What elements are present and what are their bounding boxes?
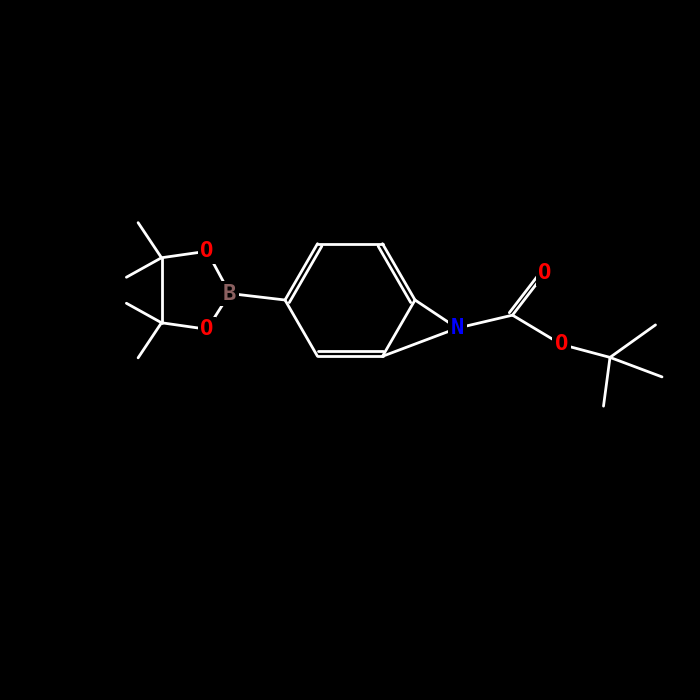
Text: N: N — [451, 318, 464, 338]
Text: O: O — [538, 263, 552, 283]
Text: O: O — [200, 241, 214, 261]
Text: O: O — [200, 319, 214, 339]
Text: O: O — [554, 335, 568, 354]
Text: B: B — [223, 284, 237, 304]
